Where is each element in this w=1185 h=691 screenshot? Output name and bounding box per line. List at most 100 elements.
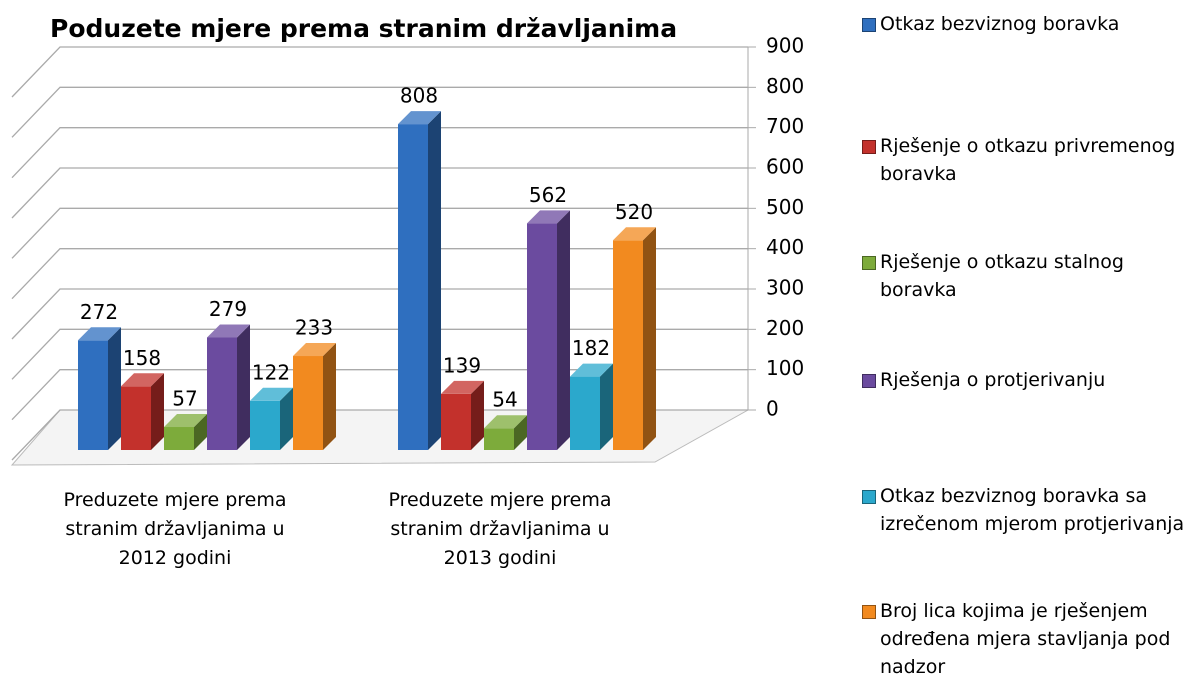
bar-side — [643, 227, 656, 450]
y-tick-label: 0 — [766, 397, 779, 421]
bar-top — [441, 380, 484, 394]
bar-front — [293, 356, 323, 450]
y-tick-label: 900 — [766, 34, 804, 58]
data-label: 182 — [572, 336, 610, 360]
grid-line — [11, 207, 748, 259]
bar — [613, 227, 656, 450]
grid-line — [11, 46, 748, 98]
bar-side — [151, 373, 164, 450]
legend-label: Otkaz bezviznog boravka sa izrečenom mje… — [880, 485, 1185, 535]
legend-swatch — [862, 605, 876, 619]
bar-top — [527, 210, 570, 224]
bar-front — [121, 386, 151, 450]
bar — [441, 380, 484, 450]
bar-top — [484, 415, 527, 429]
bar — [250, 387, 293, 450]
bar-side — [108, 327, 121, 450]
bar-side — [600, 363, 613, 450]
x-tick-label: Preduzete mjere prema stranim državljani… — [388, 489, 612, 569]
bar — [527, 210, 570, 450]
grid-line — [11, 167, 748, 219]
data-label: 158 — [123, 346, 161, 370]
legend-item: Otkaz bezviznog boravka — [862, 10, 1185, 38]
bar-top — [164, 414, 207, 428]
bar — [78, 327, 121, 450]
y-tick-label: 200 — [766, 316, 804, 340]
bar-side — [514, 415, 527, 450]
grid-line — [11, 86, 748, 138]
y-tick-label: 300 — [766, 276, 804, 300]
legend-item: Broj lica kojima je rješenjem određena m… — [862, 597, 1185, 681]
data-label: 808 — [400, 84, 438, 108]
grid-line — [11, 127, 748, 179]
bar-side — [280, 387, 293, 450]
y-tick-label: 400 — [766, 235, 804, 259]
chart-title: Poduzete mjere prema stranim državljanim… — [50, 14, 677, 43]
bar-side — [428, 111, 441, 451]
grid-line — [11, 288, 748, 340]
bar-side — [194, 414, 207, 450]
bar-side — [557, 210, 570, 450]
legend-label: Rješenje o otkazu stalnog boravka — [880, 251, 1124, 301]
data-label: 57 — [172, 387, 197, 411]
bar — [484, 415, 527, 450]
bar-front — [527, 223, 557, 450]
grid-line — [11, 328, 748, 380]
bar-top — [613, 227, 656, 241]
bar-front — [207, 337, 237, 450]
bar-front — [78, 340, 108, 450]
legend-swatch — [862, 18, 876, 32]
legend-item: Rješenje o otkazu stalnog boravka — [862, 248, 1185, 304]
bar-top — [78, 327, 121, 341]
y-tick-label: 700 — [766, 114, 804, 138]
bar-front — [164, 427, 194, 450]
x-tick-label: Preduzete mjere prema stranim državljani… — [63, 489, 287, 569]
bar-front — [398, 124, 428, 451]
data-label: 122 — [252, 360, 290, 384]
data-label: 54 — [492, 388, 517, 412]
legend-swatch — [862, 256, 876, 270]
data-label: 139 — [443, 353, 481, 377]
bar-top — [398, 111, 441, 125]
data-label: 562 — [529, 183, 567, 207]
bar-top — [570, 363, 613, 377]
y-tick-label: 500 — [766, 195, 804, 219]
bar-front — [484, 428, 514, 450]
bar-top — [293, 343, 336, 357]
grid-line — [11, 248, 748, 300]
legend-swatch — [862, 140, 876, 154]
grid-line — [11, 369, 748, 421]
y-tick-label: 100 — [766, 356, 804, 380]
y-tick-label: 800 — [766, 74, 804, 98]
bar — [121, 373, 164, 450]
bar-side — [323, 343, 336, 450]
bar-top — [250, 387, 293, 401]
bar — [164, 414, 207, 450]
bar — [207, 324, 250, 450]
legend-swatch — [862, 490, 876, 504]
legend-item: Rješenja o protjerivanju — [862, 366, 1185, 394]
legend-label: Otkaz bezviznog boravka — [880, 13, 1120, 35]
legend-swatch — [862, 374, 876, 388]
legend-label: Broj lica kojima je rješenjem određena m… — [880, 600, 1171, 678]
bar — [570, 363, 613, 450]
legend-label: Rješenje o otkazu privremenog boravka — [880, 135, 1176, 185]
data-label: 520 — [615, 200, 653, 224]
bar — [293, 343, 336, 450]
bar-side — [471, 380, 484, 450]
bar — [398, 111, 441, 451]
bar-front — [613, 240, 643, 450]
bar-top — [121, 373, 164, 387]
legend-item: Rješenje o otkazu privremenog boravka — [862, 132, 1185, 188]
bar-side — [237, 324, 250, 450]
legend-label: Rješenja o protjerivanju — [880, 369, 1106, 391]
bar-front — [570, 376, 600, 450]
bar-front — [441, 393, 471, 450]
grid-line — [11, 409, 748, 461]
data-label: 233 — [295, 316, 333, 340]
bar-top — [207, 324, 250, 338]
y-tick-label: 600 — [766, 155, 804, 179]
data-label: 279 — [209, 297, 247, 321]
